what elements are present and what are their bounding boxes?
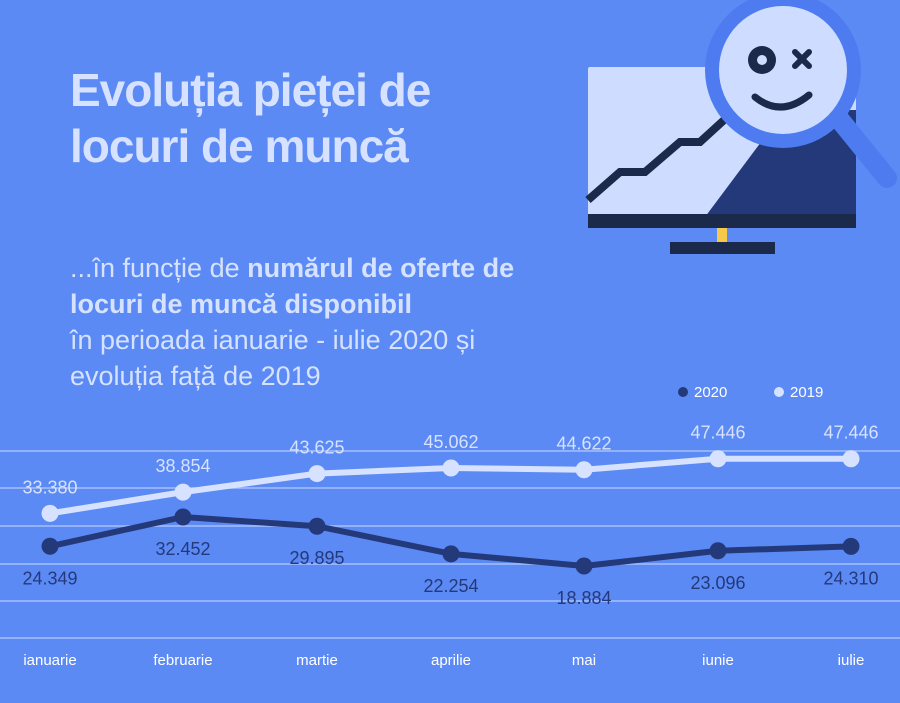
- legend-label-2020: 2020: [694, 384, 728, 401]
- face-eye-left-pupil: [757, 55, 767, 65]
- subtitle-prefix: ...în funcție de: [70, 253, 248, 283]
- point-2019-mai: [575, 461, 593, 479]
- subtitle-line-2: locuri de muncă disponibil: [70, 286, 590, 322]
- data-label-2020-martie: 29.895: [289, 548, 344, 568]
- x-tick-label-martie: martie: [296, 652, 338, 669]
- x-tick-label-februarie: februarie: [153, 652, 212, 669]
- subtitle-line-4: evoluția față de 2019: [70, 361, 321, 391]
- point-2020-iulie: [842, 537, 860, 555]
- data-label-2020-iulie: 24.310: [823, 568, 878, 588]
- legend-dot-2020: [678, 387, 688, 397]
- point-2019-iunie: [709, 450, 727, 468]
- monitor-magnifier-illustration: [585, 0, 897, 254]
- point-2019-ianuarie: [41, 504, 59, 522]
- data-label-2020-ianuarie: 24.349: [22, 568, 77, 588]
- point-2020-ianuarie: [41, 537, 59, 555]
- point-2020-aprilie: [442, 545, 460, 563]
- subtitle-line-1: ...în funcție de numărul de oferte de: [70, 250, 590, 286]
- point-2020-februarie: [174, 508, 192, 526]
- monitor-bezel: [588, 214, 856, 228]
- legend-item-2019: 2019: [774, 384, 823, 401]
- page-subtitle: ...în funcție de numărul de oferte de lo…: [70, 250, 590, 394]
- face-eye-right-x: [792, 49, 812, 69]
- data-label-2020-aprilie: 22.254: [423, 576, 478, 596]
- subtitle-bold-2: locuri de muncă disponibil: [70, 289, 413, 319]
- subtitle-bold-1: numărul de oferte de: [247, 253, 515, 283]
- subtitle-line-3: în perioada ianuarie - iulie 2020 și: [70, 325, 476, 355]
- face-smile: [751, 91, 813, 111]
- magnifier-lens: [719, 6, 847, 134]
- point-2019-martie: [308, 465, 326, 483]
- legend-label-2019: 2019: [790, 384, 824, 401]
- data-label-2019-iulie: 47.446: [823, 423, 878, 443]
- point-2020-martie: [308, 517, 326, 535]
- monitor-stand: [717, 228, 727, 244]
- point-2019-februarie: [174, 483, 192, 501]
- x-tick-label-iunie: iunie: [702, 652, 734, 669]
- title-line-1: Evoluția pieței de: [70, 64, 431, 116]
- point-2019-iulie: [842, 450, 860, 468]
- data-label-2019-iunie: 47.446: [690, 423, 745, 443]
- legend-dot-2019: [774, 387, 784, 397]
- data-label-2020-iunie: 23.096: [690, 573, 745, 593]
- monitor-base: [670, 242, 775, 254]
- title-line-2: locuri de muncă: [70, 120, 409, 172]
- data-label-2019-februarie: 38.854: [155, 456, 210, 476]
- legend-item-2020: 2020: [678, 384, 727, 401]
- data-label-2019-mai: 44.622: [556, 434, 611, 454]
- data-label-2020-mai: 18.884: [556, 588, 611, 608]
- x-tick-label-mai: mai: [572, 652, 596, 669]
- point-2019-aprilie: [442, 459, 460, 477]
- x-tick-label-ianuarie: ianuarie: [23, 652, 76, 669]
- x-tick-label-aprilie: aprilie: [431, 652, 471, 669]
- data-label-2019-aprilie: 45.062: [423, 432, 478, 452]
- x-tick-label-iulie: iulie: [838, 652, 865, 669]
- point-2020-mai: [575, 557, 593, 575]
- data-label-2019-ianuarie: 33.380: [22, 477, 77, 497]
- page-title: Evoluția pieței de locuri de muncă: [70, 62, 550, 174]
- data-label-2019-martie: 43.625: [289, 438, 344, 458]
- data-label-2020-februarie: 32.452: [155, 539, 210, 559]
- point-2020-iunie: [709, 542, 727, 560]
- magnifier-handle: [830, 110, 897, 188]
